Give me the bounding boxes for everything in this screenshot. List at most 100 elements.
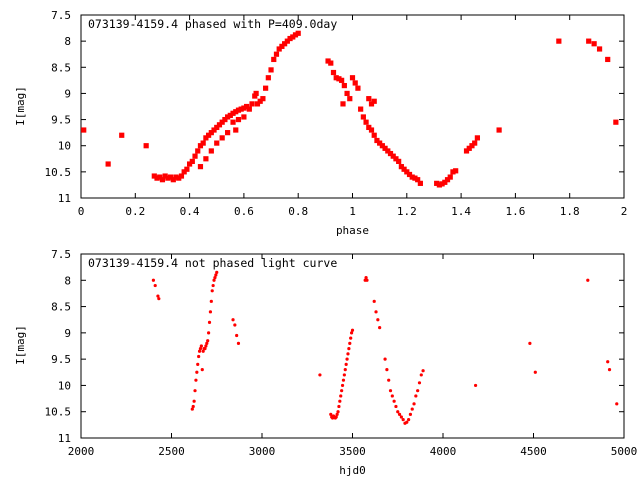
data-point bbox=[235, 107, 242, 113]
data-point bbox=[253, 90, 259, 97]
y-tick-label: 9 bbox=[64, 87, 71, 100]
data-point bbox=[170, 177, 176, 183]
data-point bbox=[219, 119, 225, 125]
data-point bbox=[586, 278, 590, 282]
data-point bbox=[596, 46, 603, 52]
data-point bbox=[417, 381, 422, 385]
data-point bbox=[197, 349, 202, 353]
data-point bbox=[231, 318, 235, 322]
data-point bbox=[339, 394, 343, 398]
data-point bbox=[225, 114, 231, 120]
data-point bbox=[208, 130, 214, 136]
y-tick-label: 11 bbox=[58, 192, 71, 205]
data-point bbox=[181, 169, 187, 175]
data-point bbox=[444, 177, 451, 183]
data-point bbox=[385, 368, 389, 372]
data-point bbox=[390, 153, 396, 159]
data-point bbox=[352, 80, 358, 86]
data-point bbox=[336, 410, 340, 414]
data-point bbox=[207, 331, 211, 335]
data-point bbox=[372, 299, 376, 303]
data-point bbox=[212, 278, 216, 282]
data-point bbox=[398, 164, 404, 170]
data-point bbox=[421, 369, 425, 373]
x-tick-label: 0.2 bbox=[125, 205, 145, 218]
data-point bbox=[366, 124, 372, 131]
data-point bbox=[252, 93, 258, 99]
data-point bbox=[377, 140, 383, 146]
data-point bbox=[225, 130, 231, 136]
data-point bbox=[219, 135, 225, 141]
data-point bbox=[200, 368, 204, 372]
data-point bbox=[276, 46, 282, 52]
data-point bbox=[397, 412, 402, 416]
data-point bbox=[284, 38, 290, 44]
data-point bbox=[201, 349, 205, 353]
data-point bbox=[412, 175, 418, 181]
x-tick-label: 5000 bbox=[611, 445, 638, 458]
data-point bbox=[318, 373, 322, 377]
data-point bbox=[222, 116, 228, 123]
data-point bbox=[341, 82, 347, 89]
data-point bbox=[176, 175, 182, 181]
data-point bbox=[387, 378, 391, 382]
data-point bbox=[154, 175, 160, 181]
data-point bbox=[368, 101, 375, 107]
data-point bbox=[412, 402, 416, 406]
data-point bbox=[365, 278, 369, 282]
data-point bbox=[376, 318, 380, 322]
data-point bbox=[613, 119, 619, 125]
data-point bbox=[340, 383, 345, 388]
data-point bbox=[230, 110, 236, 116]
data-point bbox=[178, 173, 185, 179]
data-point bbox=[233, 109, 239, 115]
x-tick-label: 0.4 bbox=[180, 205, 200, 218]
data-point bbox=[215, 270, 219, 274]
data-point bbox=[290, 34, 296, 40]
data-point bbox=[192, 399, 196, 403]
data-point bbox=[211, 283, 215, 288]
data-point bbox=[214, 273, 218, 277]
data-point bbox=[203, 156, 209, 162]
data-point bbox=[404, 169, 410, 175]
data-point bbox=[393, 156, 399, 162]
y-tick-label: 11 bbox=[58, 432, 71, 445]
data-point bbox=[227, 112, 233, 118]
data-point bbox=[390, 394, 394, 398]
data-point bbox=[472, 140, 478, 146]
data-point bbox=[249, 101, 255, 107]
data-point bbox=[260, 96, 266, 102]
data-point bbox=[350, 328, 355, 332]
data-point bbox=[173, 174, 179, 180]
data-point bbox=[268, 67, 274, 73]
x-tick-label: 1.6 bbox=[505, 205, 525, 218]
y-tick-label: 8 bbox=[64, 274, 71, 287]
data-point bbox=[363, 119, 369, 125]
data-point bbox=[241, 114, 247, 120]
data-point bbox=[605, 56, 611, 63]
data-point bbox=[206, 339, 210, 343]
data-point bbox=[344, 90, 350, 97]
data-point bbox=[233, 323, 237, 327]
data-point bbox=[349, 75, 356, 81]
data-point bbox=[348, 341, 352, 345]
x-axis-label: phase bbox=[336, 224, 369, 237]
data-point bbox=[607, 368, 612, 372]
y-tick-label: 9.5 bbox=[51, 114, 71, 127]
phased-plot: 0 0.2 0.4 0.6 0.8 1 1.2 1.4 1.6 1.8 2 7.5 8 8.5 9 9.5 10… bbox=[14, 9, 627, 237]
data-point bbox=[339, 77, 345, 83]
data-point bbox=[162, 173, 168, 179]
x-tick-label: 0.6 bbox=[234, 205, 254, 218]
data-point bbox=[208, 310, 213, 314]
data-point bbox=[405, 420, 409, 424]
data-point bbox=[556, 38, 562, 44]
data-point bbox=[399, 415, 403, 419]
data-point bbox=[230, 119, 236, 125]
data-point bbox=[439, 181, 445, 187]
data-point bbox=[334, 415, 338, 419]
x-tick-label: 3000 bbox=[249, 445, 276, 458]
x-tick-label: 1.4 bbox=[451, 205, 471, 218]
data-point bbox=[417, 180, 423, 186]
data-point bbox=[394, 404, 398, 409]
